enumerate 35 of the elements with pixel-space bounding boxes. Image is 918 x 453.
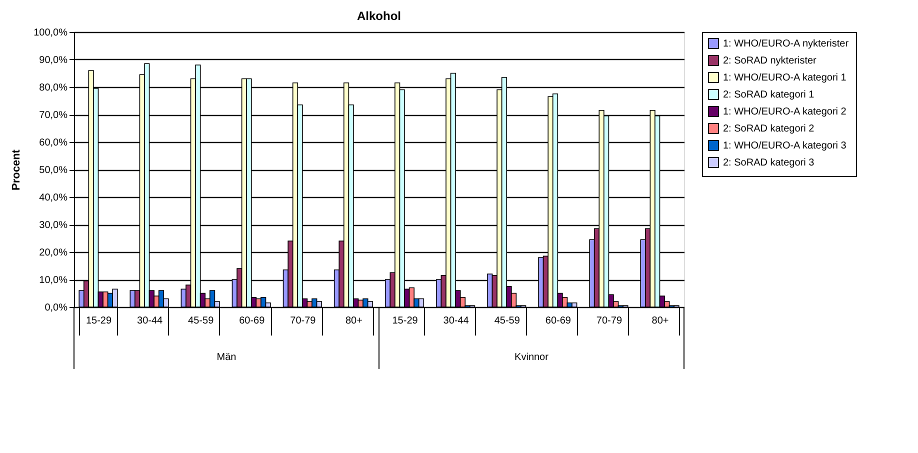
legend-label: 2: SoRAD nykterister — [723, 56, 818, 66]
x-tick-label: 45-59 — [494, 316, 520, 326]
y-tick-label: 20,0% — [39, 248, 68, 258]
legend-label: 1: WHO/EURO-A kategori 2 — [723, 106, 847, 118]
chart-title: Alkohol — [357, 9, 401, 23]
y-tick-label: 30,0% — [39, 220, 68, 231]
y-tick-label: 80,0% — [39, 82, 68, 94]
x-tick-label: 70-79 — [290, 316, 316, 326]
y-tick-label: 100,0% — [34, 28, 68, 38]
x-tick-label: 45-59 — [188, 316, 214, 326]
text: Kvinnor — [514, 352, 550, 363]
x-tick-label: 60-69 — [239, 316, 266, 326]
legend-label: 2: SoRAD kategori 2 — [723, 124, 815, 134]
x-tick-label: 15-29 — [392, 316, 418, 326]
x-tick-label: 80+ — [345, 316, 363, 326]
y-tick-label: 10,0% — [39, 275, 68, 286]
legend-label: 2: SoRAD kategori 1 — [723, 90, 815, 100]
legend-label: 1: WHO/EURO-A kategori 3 — [723, 140, 847, 152]
legend-label: 1: WHO/EURO-A kategori 1 — [723, 72, 847, 84]
legend-label: 2: SoRAD kategori 3 — [723, 158, 815, 168]
y-axis-title: Procent — [10, 149, 23, 190]
y-tick-label: 60,0% — [39, 138, 68, 148]
y-tick-label: 40,0% — [39, 192, 68, 204]
x-tick-label: 70-79 — [596, 316, 622, 326]
x-tick-label: 30-44 — [137, 316, 164, 326]
text: Män — [216, 352, 236, 363]
y-tick-label: 0,0% — [44, 302, 68, 314]
x-tick-label: 60-69 — [545, 316, 572, 326]
legend-label: 1: WHO/EURO-A nykterister — [723, 38, 850, 50]
y-tick-label: 50,0% — [39, 165, 68, 176]
y-tick-label: 90,0% — [39, 55, 68, 66]
x-tick-label: 15-29 — [86, 316, 112, 326]
x-tick-label: 30-44 — [443, 316, 470, 326]
y-tick-label: 70,0% — [39, 110, 68, 121]
x-tick-label: 80+ — [652, 316, 669, 326]
